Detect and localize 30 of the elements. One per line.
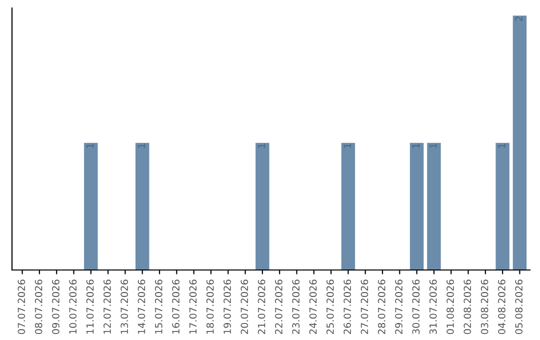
- x-tick-label: 29.07.2026: [395, 280, 402, 334]
- x-tick-label: 27.07.2026: [360, 280, 368, 334]
- x-tick-label: 21.07.2026: [258, 280, 266, 334]
- x-tick-label: 20.07.2026: [240, 280, 248, 334]
- x-tick-label: 13.07.2026: [120, 280, 128, 334]
- x-tick-label: 16.07.2026: [172, 280, 180, 334]
- x-tick-label: 01.08.2026: [446, 280, 454, 334]
- x-tick-label: 31.07.2026: [429, 280, 437, 334]
- x-tick-label: 04.08.2026: [498, 280, 506, 334]
- x-tick-label: 07.07.2026: [18, 280, 26, 334]
- x-tick-label: 23.07.2026: [292, 280, 300, 334]
- x-tick-label: 26.07.2026: [344, 280, 352, 334]
- x-tick-label: 03.08.2026: [480, 280, 488, 334]
- x-tick-label: 22.07.2026: [275, 280, 282, 334]
- x-tick-label: 05.08.2026: [515, 280, 523, 334]
- x-tick-label: 10.07.2026: [69, 280, 77, 334]
- x-tick-label: 28.07.2026: [378, 280, 386, 334]
- x-tick-label: 17.07.2026: [189, 280, 197, 334]
- x-tick-label: 09.07.2026: [52, 280, 60, 334]
- x-tick-label: 30.07.2026: [412, 280, 420, 334]
- x-tick-label: 24.07.2026: [309, 280, 317, 334]
- x-tick-label: 18.07.2026: [206, 280, 214, 334]
- x-tick-label: 25.07.2026: [326, 280, 334, 334]
- x-tick-label: 02.08.2026: [464, 280, 472, 334]
- x-tick-label: 12.07.2026: [104, 280, 111, 334]
- x-tick-label: 14.07.2026: [138, 280, 146, 334]
- x-tick-label: 19.07.2026: [224, 280, 231, 334]
- x-tick-label: 15.07.2026: [154, 280, 162, 334]
- x-tick-label: 11.07.2026: [86, 280, 94, 334]
- x-tick-label: 08.07.2026: [34, 280, 42, 334]
